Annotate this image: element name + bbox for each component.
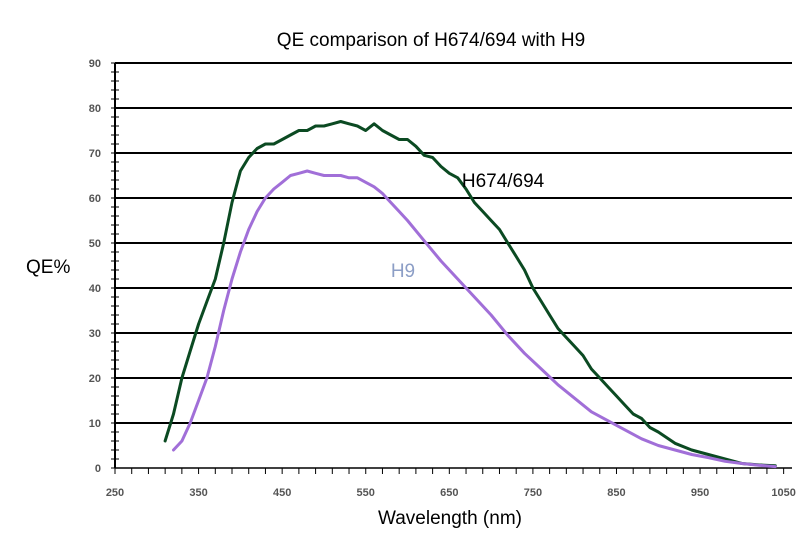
- gridlines: [115, 62, 792, 424]
- y-tick-label-30: 30: [89, 328, 101, 340]
- series-label-h674-694: H674/694: [462, 171, 545, 192]
- data-series: [163, 120, 777, 469]
- x-tick-label-650: 650: [440, 487, 458, 499]
- tick-labels: 0 10 20 30 40 50 60 70 80 90 250 350 450 550 650 750 850…: [89, 58, 796, 499]
- y-tick-label-20: 20: [89, 373, 101, 385]
- y-tick-label-40: 40: [89, 283, 101, 295]
- x-axis-label: Wavelength (nm): [378, 508, 522, 529]
- x-tick-label-750: 750: [524, 487, 542, 499]
- x-tick-label-950: 950: [691, 487, 709, 499]
- axes: [111, 62, 792, 474]
- y-axis-label: QE%: [26, 257, 70, 278]
- x-tick-label-450: 450: [273, 487, 291, 499]
- y-tick-label-50: 50: [89, 238, 101, 250]
- series-labels: H674/694 H9: [391, 171, 545, 282]
- y-tick-label-10: 10: [89, 418, 101, 430]
- y-tick-label-90: 90: [89, 58, 101, 70]
- x-tick-label-550: 550: [357, 487, 375, 499]
- y-tick-label-80: 80: [89, 103, 101, 115]
- chart-title: QE comparison of H674/694 with H9: [277, 30, 585, 51]
- y-tick-label-0: 0: [95, 463, 101, 475]
- x-tick-label-1050: 1050: [771, 487, 795, 499]
- series-label-h9: H9: [391, 261, 415, 282]
- series-line-h9: [172, 169, 777, 469]
- x-tick-label-850: 850: [607, 487, 625, 499]
- x-tick-label-350: 350: [189, 487, 207, 499]
- x-tick-label-250: 250: [106, 487, 124, 499]
- y-tick-label-60: 60: [89, 193, 101, 205]
- y-tick-label-70: 70: [89, 148, 101, 160]
- series-line-h674-694: [163, 120, 777, 468]
